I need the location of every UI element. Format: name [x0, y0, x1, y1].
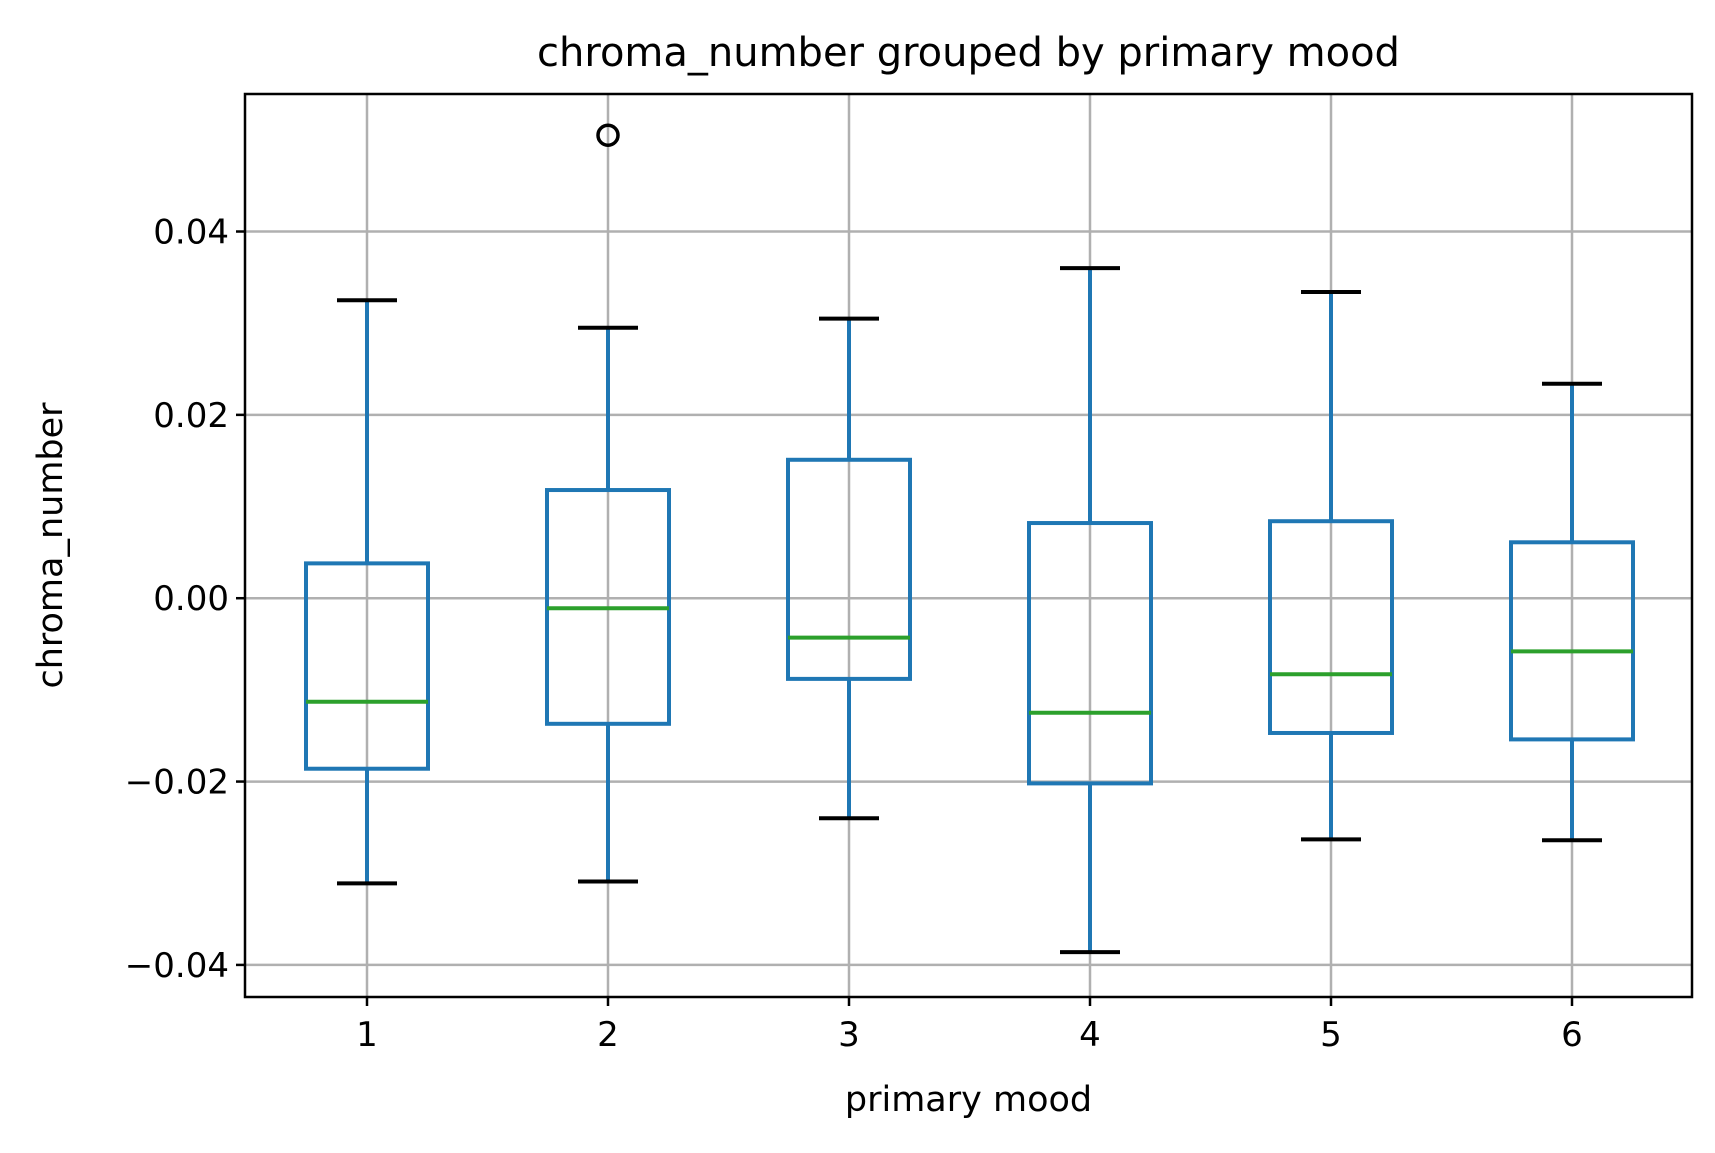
y-tick-label: 0.04 [153, 213, 229, 253]
box-group-1 [304, 298, 430, 886]
x-tick-label: 6 [1561, 1015, 1583, 1055]
box-series [304, 123, 1635, 955]
box-group-6 [1509, 381, 1635, 843]
chart-title: chroma_number grouped by primary mood [537, 30, 1400, 76]
iqr-box [1027, 521, 1153, 786]
outlier-point-0 [596, 123, 620, 148]
box-group-2 [545, 123, 671, 884]
plot-frame [243, 92, 1694, 999]
axis-ticks: −0.04 −0.02 0.00 0.02 0.04 1 2 3 4 5 6 [125, 213, 1583, 1055]
iqr-box [1509, 540, 1635, 742]
box-group-3 [786, 316, 912, 821]
y-axis-label: chroma_number [31, 402, 71, 689]
x-tick-label: 1 [356, 1015, 378, 1055]
x-tick-label: 2 [597, 1015, 619, 1055]
iqr-box [786, 457, 912, 681]
iqr-box [1268, 519, 1394, 735]
x-tick-label: 4 [1079, 1015, 1101, 1055]
y-tick-label: −0.04 [125, 946, 229, 986]
box-group-4 [1027, 266, 1153, 955]
x-axis-label: primary mood [845, 1080, 1092, 1120]
iqr-box [304, 561, 430, 771]
x-tick-label: 5 [1320, 1015, 1342, 1055]
y-tick-label: 0.00 [153, 579, 229, 619]
x-tick-label: 3 [838, 1015, 860, 1055]
y-tick-label: 0.02 [153, 396, 229, 436]
y-tick-label: −0.02 [125, 763, 229, 803]
box-group-5 [1268, 290, 1394, 842]
